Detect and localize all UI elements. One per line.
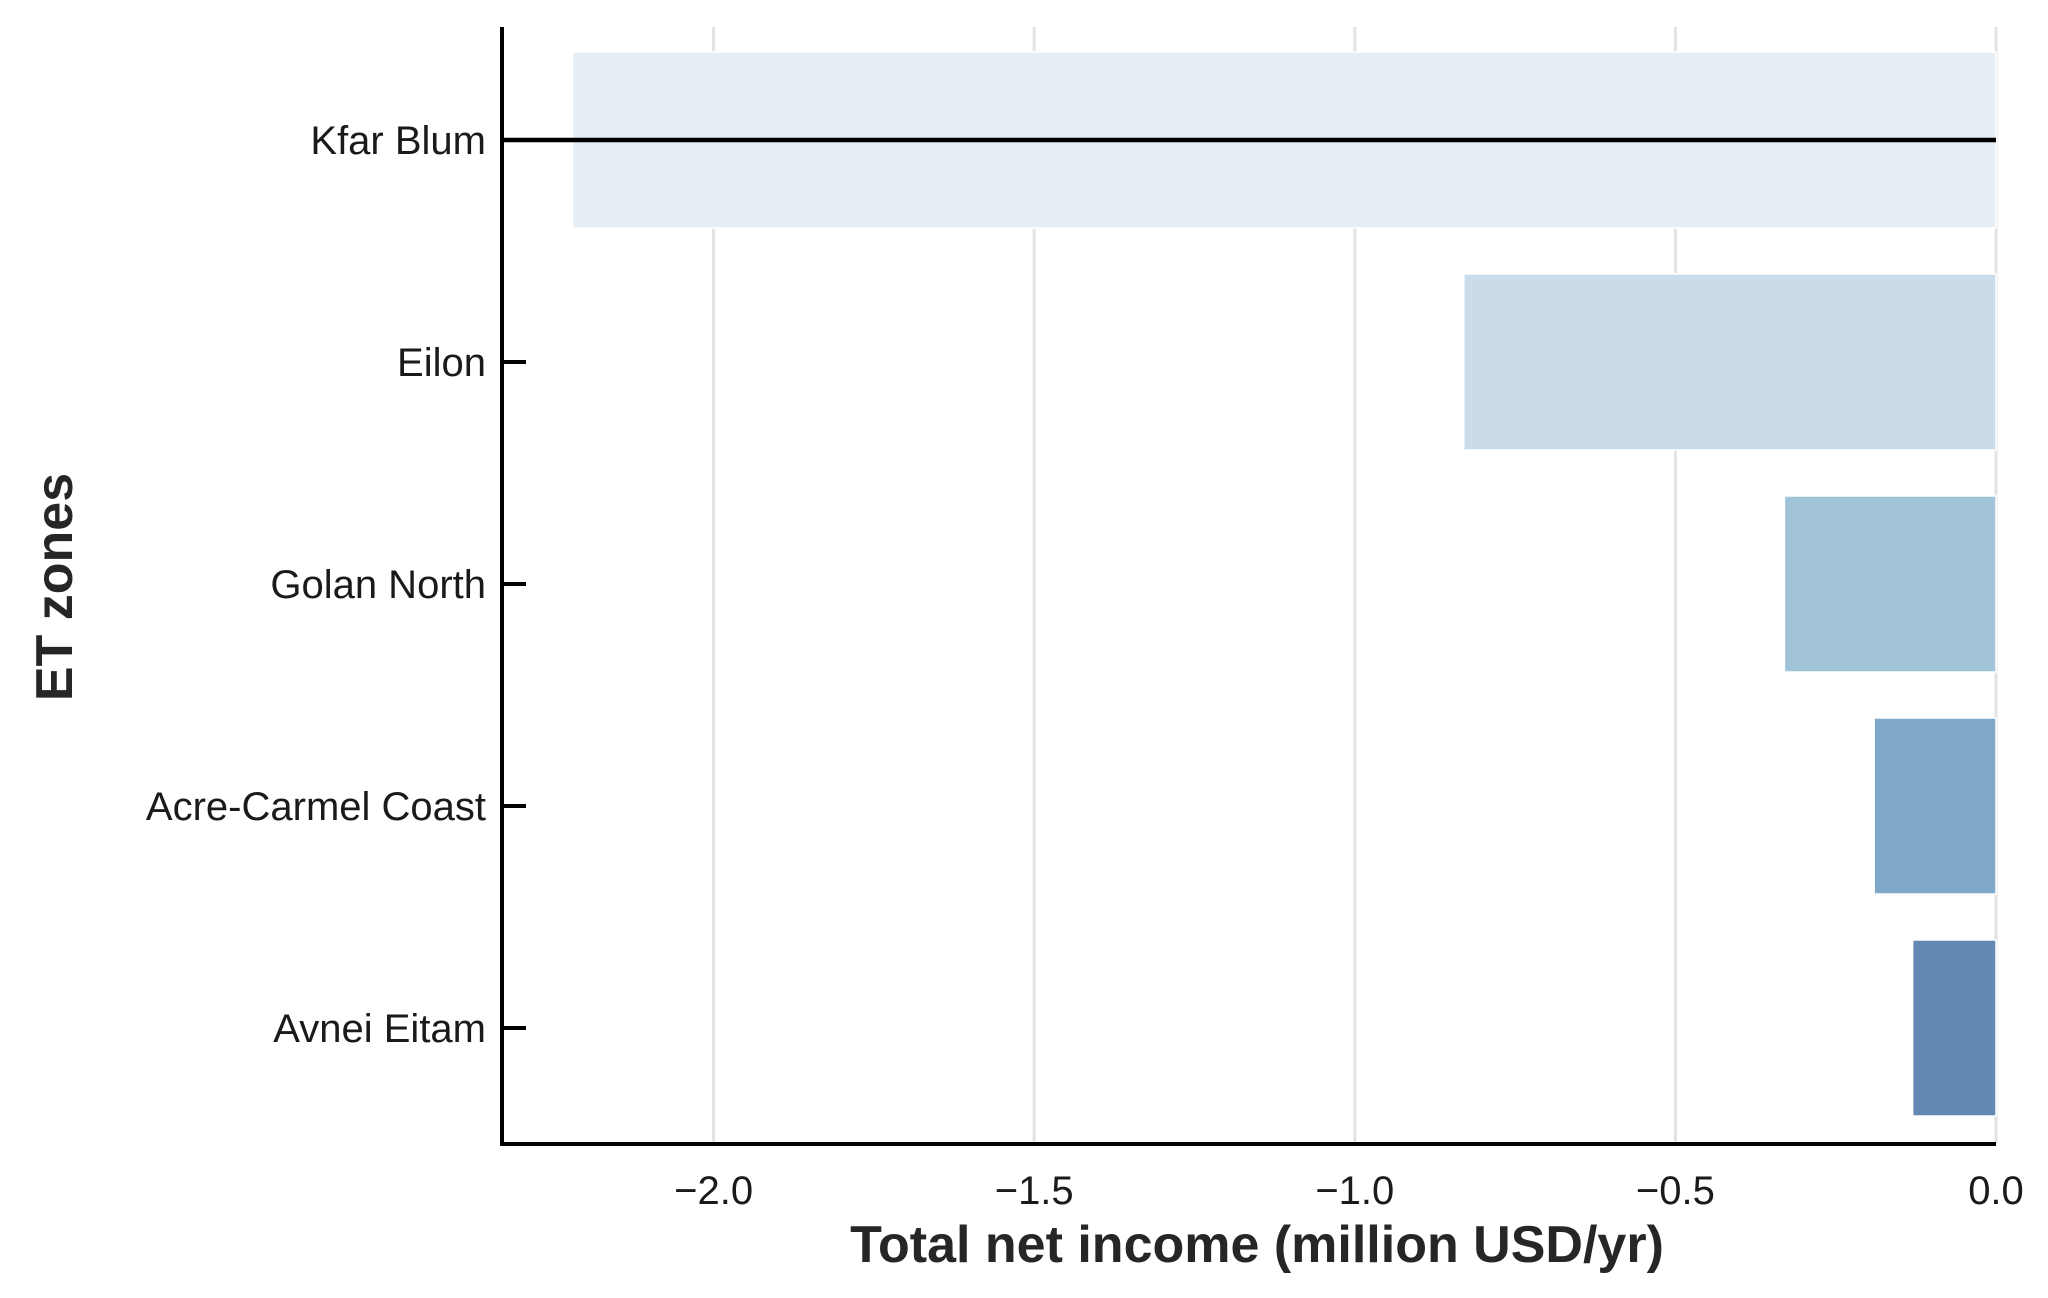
- x-tick-label: −2.0: [674, 1169, 753, 1213]
- y-tick-label: Avnei Eitam: [273, 1007, 486, 1051]
- bar-avnei-eitam: [1913, 940, 1996, 1116]
- bar-golan-north: [1784, 496, 1996, 672]
- y-tick-label: Golan North: [270, 563, 486, 607]
- y-axis-label: ET zones: [26, 473, 84, 701]
- bar-eilon: [1464, 274, 1996, 450]
- x-tick-label: −1.0: [1315, 1169, 1394, 1213]
- x-tick-label: −1.5: [995, 1169, 1074, 1213]
- bars: [573, 52, 1996, 1116]
- y-ticks: Kfar Blum Eilon Golan North Acre-Carmel Coa…: [146, 119, 526, 1051]
- x-axis-label: Total net income (million USD/yr): [850, 1216, 1664, 1274]
- y-tick-label: Kfar Blum: [310, 119, 486, 163]
- x-tick-label: −0.5: [1636, 1169, 1715, 1213]
- y-tick-label: Eilon: [397, 341, 486, 385]
- x-tick-label: 0.0: [1968, 1169, 2024, 1213]
- x-ticks: −2.0 −1.5 −1.0 −0.5 0.0: [674, 1169, 2024, 1213]
- bar-acre-carmel-coast: [1874, 718, 1996, 894]
- y-tick-label: Acre-Carmel Coast: [146, 785, 486, 829]
